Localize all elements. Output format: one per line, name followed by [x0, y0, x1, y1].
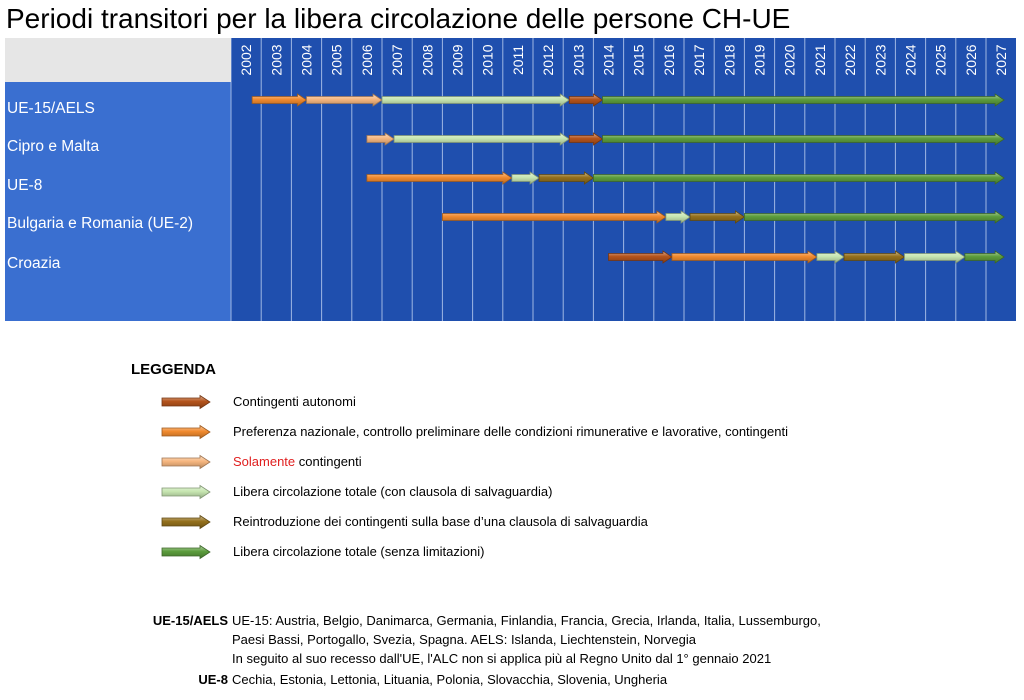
arrow-3-1-libera_clausola [665, 210, 691, 224]
note-ue8-line1: Cechia, Estonia, Lettonia, Lituania, Pol… [232, 672, 668, 687]
arrow-icon [161, 484, 211, 500]
chart-corner [5, 38, 231, 82]
arrow-2-0-preferenza_nazionale [366, 171, 513, 185]
legend-label: Libera circolazione totale (con clausola… [233, 484, 553, 499]
arrow-3-0-preferenza_nazionale [442, 210, 667, 224]
year-label-2010: 2010 [480, 44, 496, 75]
year-label-2003: 2003 [268, 44, 284, 75]
year-label-2014: 2014 [601, 44, 617, 75]
arrow-icon [161, 424, 211, 440]
year-label-2024: 2024 [903, 44, 919, 75]
arrow-4-3-reintroduzione [843, 250, 906, 264]
year-label-2008: 2008 [419, 44, 435, 75]
chart-grid: 2002 2003 2004 2005 2006 2007 2008 2009 2010 2011… [230, 38, 1016, 321]
arrow-icon [161, 514, 211, 530]
year-label-2002: 2002 [238, 44, 254, 75]
arrow-0-3-contingenti_autonomi [568, 93, 604, 107]
legend-item-libera-clausola: Libera circolazione totale (con clausola… [160, 482, 920, 502]
year-label-2009: 2009 [450, 44, 466, 75]
legend-arrow-libera_totale [161, 544, 211, 560]
row-label-ue15: UE-15/AELS [7, 100, 95, 117]
year-label-2015: 2015 [631, 44, 647, 75]
year-label-2018: 2018 [721, 44, 737, 75]
year-label-2012: 2012 [540, 44, 556, 75]
year-label-2020: 2020 [782, 44, 798, 75]
arrow-4-0-contingenti_autonomi [608, 250, 673, 264]
year-label-2023: 2023 [872, 44, 888, 75]
year-label-2013: 2013 [570, 44, 586, 75]
legend-label-rest: contingenti [295, 454, 362, 469]
arrow-0-1-solamente_contingenti [306, 93, 383, 107]
legend-item-solamente-contingenti: Solamente contingenti [160, 452, 920, 472]
legend-item-contingenti-autonomi: Contingenti autonomi [160, 392, 920, 412]
note-ue15-line1: UE-15: Austria, Belgio, Danimarca, Germa… [232, 613, 821, 628]
arrow-2-3-libera_totale [593, 171, 1005, 185]
legend-arrow-contingenti_autonomi [161, 394, 211, 410]
arrow-4-4-libera_clausola [904, 250, 966, 264]
arrow-icon [161, 454, 211, 470]
year-label-2007: 2007 [389, 44, 405, 75]
arrow-3-3-libera_totale [744, 210, 1005, 224]
row-label-ue8: UE-8 [7, 177, 43, 194]
arrow-1-1-libera_clausola [393, 132, 570, 146]
arrow-2-2-reintroduzione [538, 171, 595, 185]
year-label-2004: 2004 [299, 44, 315, 75]
year-label-2021: 2021 [812, 44, 828, 75]
note-ue15-line2: Paesi Bassi, Portogallo, Svezia, Spagna.… [232, 632, 696, 647]
page-title: Periodi transitori per la libera circola… [6, 3, 791, 34]
arrow-4-5-libera_totale [964, 250, 1005, 264]
arrow-4-1-preferenza_nazionale [671, 250, 818, 264]
legend-label: Solamente contingenti [233, 454, 362, 469]
arrow-1-2-contingenti_autonomi [568, 132, 604, 146]
legend-item-reintroduzione: Reintroduzione dei contingenti sulla bas… [160, 512, 920, 532]
arrow-icon [161, 544, 211, 560]
note-key-ue15: UE-15/AELS [152, 613, 228, 628]
legend-label: Preferenza nazionale, controllo prelimin… [233, 424, 788, 439]
legend-label: Contingenti autonomi [233, 394, 356, 409]
year-label-2011: 2011 [510, 45, 526, 75]
legend-title: LEGGENDA [131, 361, 217, 378]
legend-arrow-preferenza_nazionale [161, 424, 211, 440]
legend-label: Reintroduzione dei contingenti sulla bas… [233, 514, 648, 529]
year-label-2017: 2017 [691, 44, 707, 75]
legend-arrow-solamente_contingenti [161, 454, 211, 470]
year-label-2016: 2016 [661, 44, 677, 75]
year-label-2025: 2025 [933, 44, 949, 75]
legend-item-libera-totale: Libera circolazione totale (senza limita… [160, 542, 920, 562]
note-ue15-line3: In seguito al suo recesso dall'UE, l'ALC… [232, 651, 772, 666]
year-label-2006: 2006 [359, 44, 375, 75]
legend-label-highlight: Solamente [233, 454, 296, 469]
legend-item-preferenza-nazionale: Preferenza nazionale, controllo prelimin… [160, 422, 920, 442]
row-label-croazia: Croazia [7, 255, 61, 272]
year-label-2027: 2027 [993, 44, 1009, 75]
legend-arrow-libera_clausola [161, 484, 211, 500]
year-label-2026: 2026 [963, 44, 979, 75]
arrow-0-2-libera_clausola [381, 93, 570, 107]
row-label-ue2: Bulgaria e Romania (UE-2) [7, 215, 194, 232]
arrow-icon [161, 394, 211, 410]
year-label-2019: 2019 [752, 44, 768, 75]
transition-chart: 2002 2003 2004 2005 2006 2007 2008 2009 2010 2011… [5, 38, 1016, 321]
arrow-2-1-libera_clausola [511, 171, 540, 185]
arrow-0-4-libera_totale [602, 93, 1005, 107]
row-label-cipro-malta: Cipro e Malta [7, 138, 100, 155]
arrow-3-2-reintroduzione [689, 210, 746, 224]
arrow-0-0-preferenza_nazionale [251, 93, 308, 107]
arrow-1-3-libera_totale [602, 132, 1005, 146]
year-label-2005: 2005 [329, 44, 345, 75]
note-key-ue8: UE-8 [198, 672, 228, 687]
legend-label: Libera circolazione totale (senza limita… [233, 544, 485, 559]
legend-arrow-reintroduzione [161, 514, 211, 530]
year-label-2022: 2022 [842, 44, 858, 75]
arrow-4-2-libera_clausola [816, 250, 845, 264]
arrow-1-0-solamente_contingenti [366, 132, 395, 146]
